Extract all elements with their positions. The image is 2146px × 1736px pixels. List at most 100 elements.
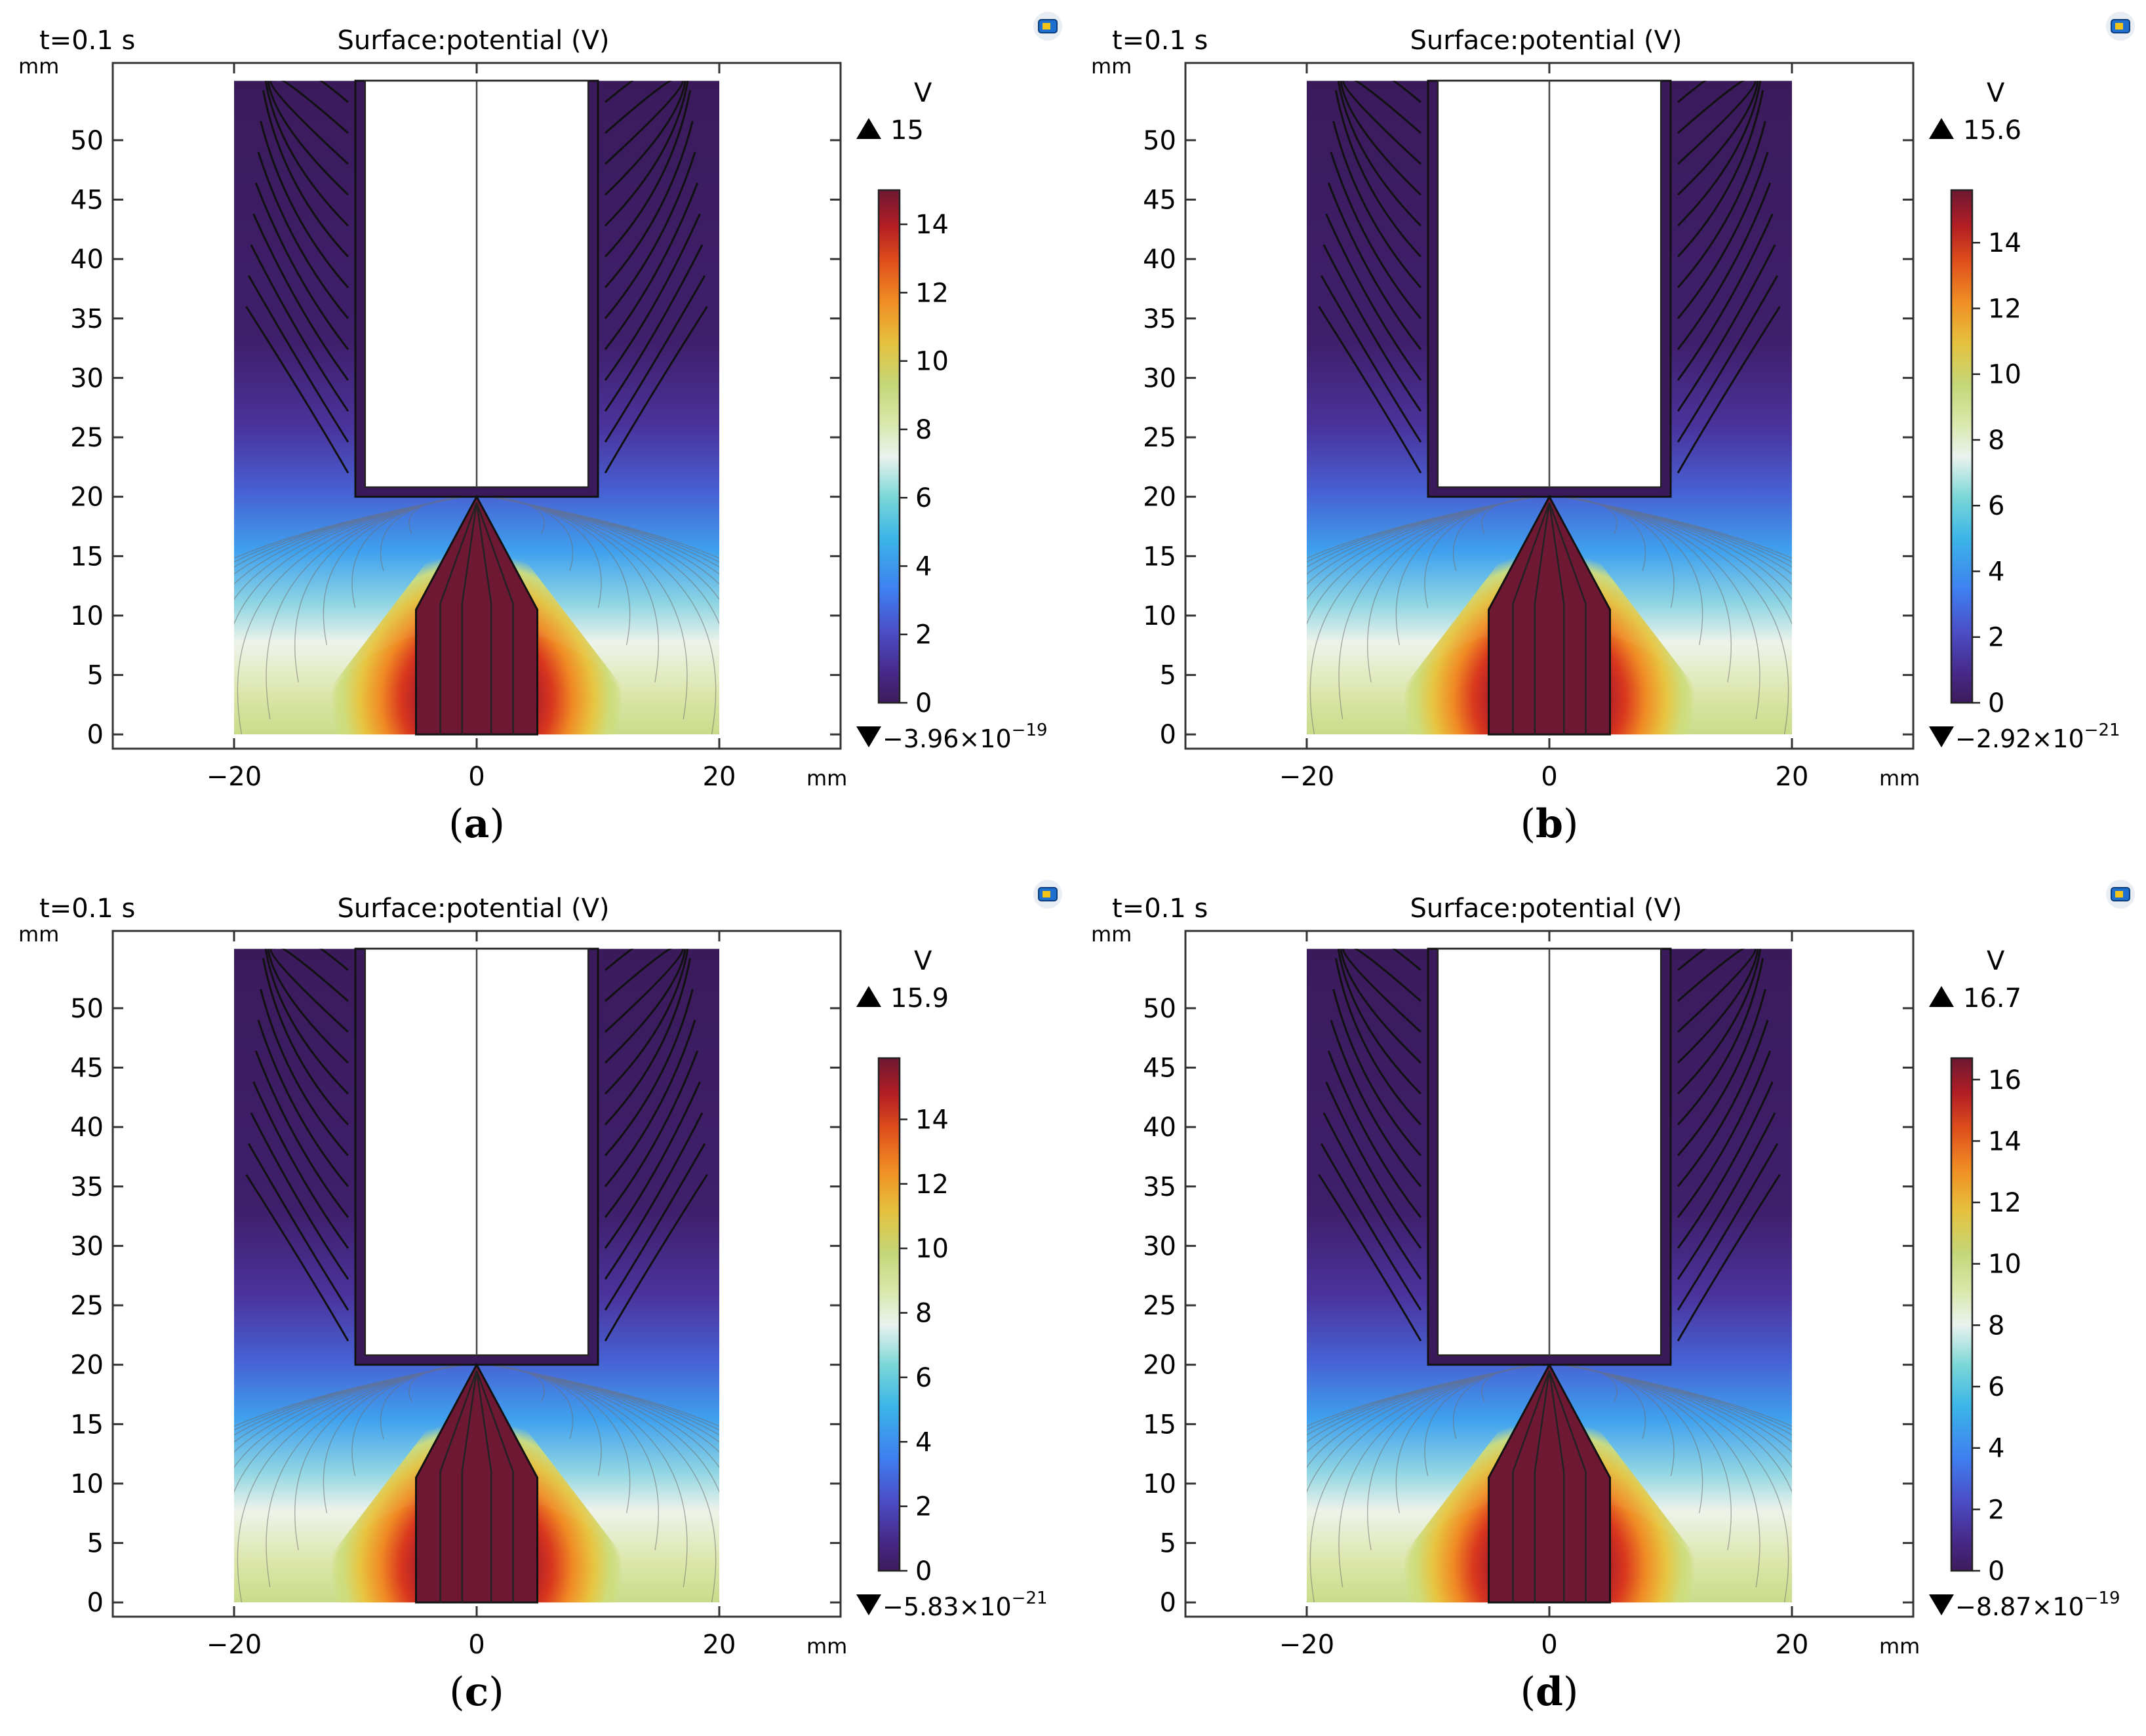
min-triangle-icon xyxy=(856,726,881,747)
lower-electrode xyxy=(415,494,538,736)
y-tick-label: 35 xyxy=(70,1172,104,1202)
y-tick-label: 25 xyxy=(1143,423,1176,453)
panel-caption: (d) xyxy=(1520,1669,1579,1715)
y-tick-label: 15 xyxy=(1143,1410,1176,1440)
colorbar-tick-label: 8 xyxy=(915,415,932,445)
colorbar-tick-label: 10 xyxy=(1988,1250,2021,1280)
colorbar-tick-label: 0 xyxy=(915,1556,932,1587)
y-tick-label: 25 xyxy=(70,423,104,453)
colorbar-tick-label: 4 xyxy=(1988,1434,2004,1464)
y-tick-label: 50 xyxy=(1143,994,1176,1024)
x-tick-label: 0 xyxy=(1541,1630,1557,1660)
plot-title: Surface:potential (V) xyxy=(1410,26,1682,56)
max-value-label: 15.6 xyxy=(1963,115,2021,146)
comsol-icon xyxy=(2106,880,2135,909)
comsol-icon xyxy=(2106,12,2135,41)
max-value-label: 15.9 xyxy=(890,983,949,1014)
colorbar-tick-label: 8 xyxy=(1988,425,2004,456)
y-unit-label: mm xyxy=(1091,922,1132,947)
y-tick-label: 10 xyxy=(70,601,104,631)
colorbar-tick-label: 12 xyxy=(915,278,949,308)
colorbar-unit: V xyxy=(1987,946,2005,976)
comsol-icon xyxy=(1033,12,1062,41)
panel-b: 0 5 10 15 20 25 30 35 40 45 50 −20 0 20 t=0.1 s Surface… xyxy=(1073,0,2145,868)
y-tick-label: 20 xyxy=(1143,483,1176,513)
min-value-label: −3.96×10−19 xyxy=(883,720,1048,753)
x-tick-label: −20 xyxy=(207,1630,262,1660)
panel-a: 0 5 10 15 20 25 30 35 40 45 50 −20 0 20 t=0.1 s Surface… xyxy=(0,0,1073,868)
colorbar-tick-label: 14 xyxy=(1988,228,2021,258)
x-tick-label: 20 xyxy=(1776,1630,1809,1660)
y-tick-label: 35 xyxy=(1143,1172,1176,1202)
max-triangle-icon xyxy=(1929,986,1954,1007)
plot-title: Surface:potential (V) xyxy=(1410,894,1682,924)
lower-electrode xyxy=(1488,1362,1611,1604)
plot-title: Surface:potential (V) xyxy=(337,894,609,924)
x-unit-label: mm xyxy=(1879,766,1920,791)
max-value-label: 16.7 xyxy=(1963,983,2021,1014)
time-label: t=0.1 s xyxy=(1112,26,1208,56)
min-value-label: −2.92×10−21 xyxy=(1955,720,2120,753)
panel-caption: (c) xyxy=(449,1669,504,1715)
y-tick-label: 45 xyxy=(1143,1053,1176,1083)
x-unit-label: mm xyxy=(1879,1634,1920,1659)
x-tick-label: 0 xyxy=(1541,762,1557,792)
y-tick-label: 20 xyxy=(1143,1351,1176,1381)
y-tick-label: 30 xyxy=(70,363,104,393)
y-tick-label: 10 xyxy=(1143,1469,1176,1499)
y-tick-label: 0 xyxy=(87,720,104,750)
y-tick-label: 30 xyxy=(70,1231,104,1261)
max-triangle-icon xyxy=(1929,118,1954,139)
colorbar xyxy=(1950,189,1974,704)
y-tick-label: 15 xyxy=(70,542,104,572)
panel-caption: (b) xyxy=(1520,801,1579,847)
y-tick-label: 5 xyxy=(87,1529,104,1559)
colorbar-tick-label: 8 xyxy=(1988,1311,2004,1341)
colorbar xyxy=(877,1057,901,1572)
colorbar-tick-label: 0 xyxy=(915,688,932,719)
colorbar-tick-label: 2 xyxy=(1988,1495,2004,1525)
y-tick-label: 20 xyxy=(70,483,104,513)
comsol-icon xyxy=(1033,880,1062,909)
colorbar-tick-label: 10 xyxy=(1988,360,2021,390)
y-tick-label: 20 xyxy=(70,1351,104,1381)
y-tick-label: 25 xyxy=(70,1291,104,1321)
lower-electrode xyxy=(1488,494,1611,736)
y-tick-label: 0 xyxy=(1160,1588,1176,1618)
min-value-label: −8.87×10−19 xyxy=(1955,1588,2120,1621)
y-tick-label: 45 xyxy=(70,1053,104,1083)
y-tick-label: 45 xyxy=(1143,185,1176,215)
x-tick-label: 0 xyxy=(468,1630,485,1660)
x-tick-label: −20 xyxy=(207,762,262,792)
y-tick-label: 45 xyxy=(70,185,104,215)
y-tick-label: 50 xyxy=(70,126,104,156)
y-tick-label: 0 xyxy=(1160,720,1176,750)
plot-title: Surface:potential (V) xyxy=(337,26,609,56)
min-value-label: −5.83×10−21 xyxy=(883,1588,1048,1621)
time-label: t=0.1 s xyxy=(1112,894,1208,924)
colorbar-tick-label: 8 xyxy=(915,1299,932,1329)
colorbar-tick-label: 14 xyxy=(915,1105,949,1135)
max-triangle-icon xyxy=(856,118,881,139)
colorbar-unit: V xyxy=(914,946,932,976)
colorbar-tick-label: 4 xyxy=(915,1427,932,1457)
y-tick-label: 5 xyxy=(1160,661,1176,691)
panel-d: 0 5 10 15 20 25 30 35 40 45 50 −20 0 20 t=0.1 s Surface… xyxy=(1073,868,2145,1736)
y-tick-label: 10 xyxy=(1143,601,1176,631)
y-tick-label: 10 xyxy=(70,1469,104,1499)
panel-caption: (a) xyxy=(448,801,505,847)
colorbar-tick-label: 16 xyxy=(1988,1065,2021,1095)
colorbar-tick-label: 6 xyxy=(915,483,932,513)
colorbar-tick-label: 12 xyxy=(1988,294,2021,324)
lower-electrode xyxy=(415,1362,538,1604)
colorbar-tick-label: 14 xyxy=(915,210,949,240)
colorbar-tick-label: 14 xyxy=(1988,1126,2021,1156)
colorbar-tick-label: 12 xyxy=(1988,1188,2021,1218)
y-tick-label: 40 xyxy=(1143,1113,1176,1143)
min-triangle-icon xyxy=(1929,1594,1954,1615)
y-tick-label: 35 xyxy=(70,304,104,334)
y-unit-label: mm xyxy=(18,922,59,947)
y-tick-label: 50 xyxy=(70,994,104,1024)
